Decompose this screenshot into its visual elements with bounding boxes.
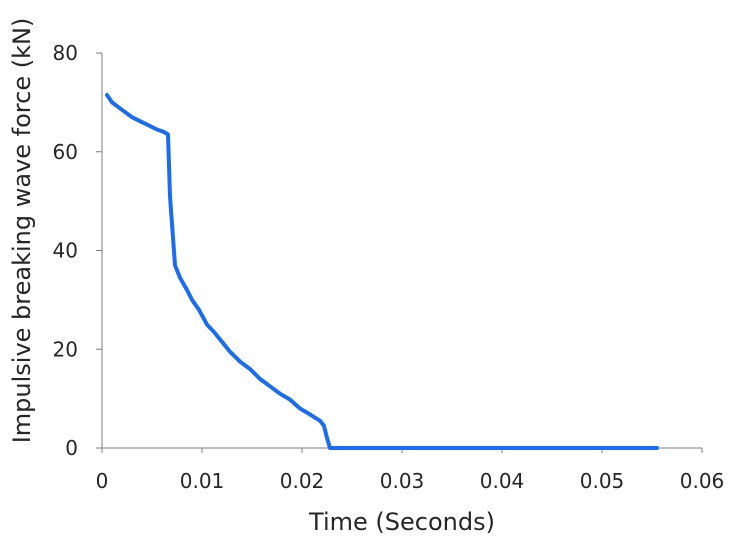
x-tick-label: 0.04 bbox=[480, 469, 525, 493]
y-tick-label: 0 bbox=[65, 436, 78, 460]
series-line-0 bbox=[105, 93, 659, 450]
x-tick-label: 0.03 bbox=[380, 469, 425, 493]
series-layer bbox=[105, 93, 659, 450]
y-tick-label: 20 bbox=[53, 337, 78, 361]
x-tick-label: 0.05 bbox=[580, 469, 625, 493]
x-axis-title: Time (Seconds) bbox=[308, 508, 495, 536]
x-tick-label: 0.01 bbox=[180, 469, 225, 493]
y-axis-ticks: 0 20 40 60 80 bbox=[53, 41, 102, 460]
x-axis-ticks: 0 0.01 0.02 0.03 0.04 0.05 0.06 bbox=[96, 448, 725, 493]
x-tick-label: 0 bbox=[96, 469, 109, 493]
axes bbox=[101, 53, 702, 449]
x-tick-label: 0.06 bbox=[680, 469, 725, 493]
y-tick-label: 40 bbox=[53, 239, 78, 263]
y-tick-label: 60 bbox=[53, 140, 78, 164]
x-tick-label: 0.02 bbox=[280, 469, 325, 493]
y-axis-title: Impulsive breaking wave force (kN) bbox=[8, 18, 36, 444]
y-tick-label: 80 bbox=[53, 41, 78, 65]
